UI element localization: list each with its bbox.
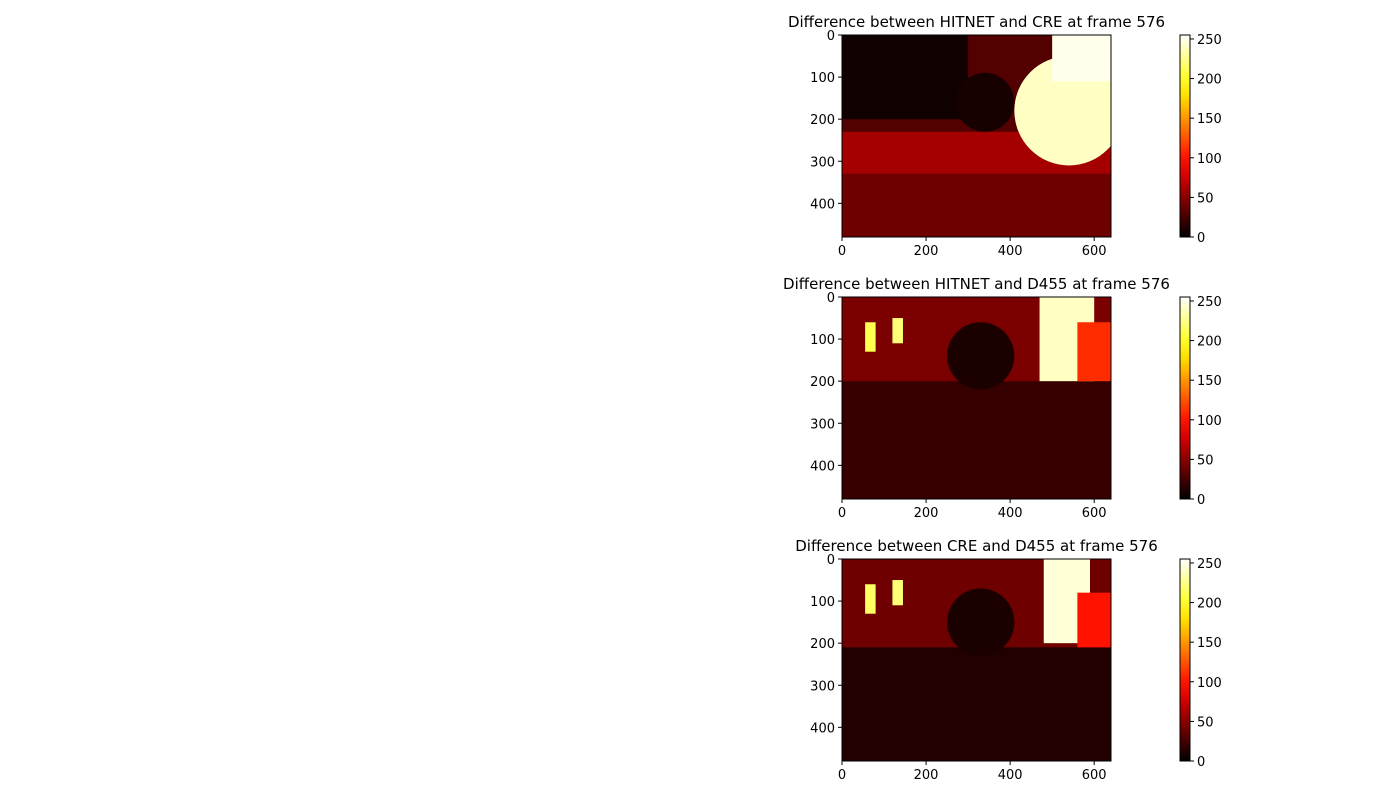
y-tick-label: 100 (810, 595, 835, 610)
heatmap-region-bright-right (1014, 56, 1111, 166)
colorbar-tick-label: 100 (1197, 676, 1222, 691)
x-tick-label: 400 (998, 506, 1023, 521)
colorbar (1179, 558, 1191, 762)
colorbar-tick-label: 50 (1197, 453, 1214, 468)
colorbar (1179, 34, 1191, 238)
y-tick-label: 200 (810, 637, 835, 652)
colorbar-tick-label: 200 (1197, 597, 1222, 612)
y-tick-label: 0 (827, 291, 835, 306)
colorbar-tick-label: 150 (1197, 636, 1222, 651)
heatmap-region-tree (955, 72, 1015, 132)
chart-title: Difference between CRE and D455 at frame… (795, 537, 1158, 555)
y-tick-label: 0 (827, 553, 835, 568)
colorbar-tick-label: 0 (1197, 755, 1205, 770)
y-tick-label: 400 (810, 721, 835, 736)
x-tick-label: 600 (1082, 244, 1107, 259)
heatmap-region-bottom (842, 173, 1111, 237)
x-tick-label: 200 (914, 244, 939, 259)
chart-title: Difference between HITNET and D455 at fr… (783, 275, 1170, 293)
chart-title: Difference between HITNET and CRE at fra… (788, 13, 1165, 31)
x-tick-label: 400 (998, 768, 1023, 783)
colorbar-tick-label: 50 (1197, 191, 1214, 206)
x-tick-label: 600 (1082, 768, 1107, 783)
heatmap-region-bright-top-right (1052, 35, 1111, 82)
colorbar-tick-label: 0 (1197, 493, 1205, 508)
heatmap-region-post-1 (865, 322, 876, 352)
y-tick-label: 300 (810, 679, 835, 694)
x-tick-label: 0 (838, 506, 846, 521)
heatmap-region-tree (947, 588, 1015, 656)
y-tick-label: 300 (810, 155, 835, 170)
heatmap-image (842, 35, 1111, 237)
colorbar-tick-label: 100 (1197, 152, 1222, 167)
colorbar-tick-label: 150 (1197, 112, 1222, 127)
x-tick-label: 600 (1082, 506, 1107, 521)
heatmap-region-post-1 (865, 584, 876, 614)
colorbar-tick-label: 250 (1197, 33, 1222, 48)
colorbar-tick-label: 250 (1197, 557, 1222, 572)
colorbar (1179, 296, 1191, 500)
heatmap-region-red-right (1077, 592, 1111, 648)
heatmap-region-post-2 (892, 318, 903, 344)
axes-frame (841, 34, 1112, 238)
axes-frame (841, 296, 1112, 500)
heatmap-region-tree (947, 322, 1015, 390)
x-tick-label: 200 (914, 768, 939, 783)
y-tick-label: 100 (810, 71, 835, 86)
y-tick-label: 400 (810, 459, 835, 474)
colorbar-tick-label: 50 (1197, 715, 1214, 730)
heatmap-region-post-2 (892, 580, 903, 606)
colorbar-tick-label: 250 (1197, 295, 1222, 310)
heatmap-region-top-left-dark (842, 35, 969, 120)
colorbar-tick-label: 150 (1197, 374, 1222, 389)
heatmap-image (842, 297, 1111, 499)
y-tick-label: 0 (827, 29, 835, 44)
x-tick-label: 0 (838, 768, 846, 783)
heatmap-image (842, 559, 1111, 761)
heatmap-region-red-right (1077, 322, 1111, 382)
y-tick-label: 300 (810, 417, 835, 432)
y-tick-label: 200 (810, 375, 835, 390)
y-tick-label: 100 (810, 333, 835, 348)
x-tick-label: 400 (998, 244, 1023, 259)
y-tick-label: 200 (810, 113, 835, 128)
colorbar-tick-label: 200 (1197, 73, 1222, 88)
y-tick-label: 400 (810, 197, 835, 212)
x-tick-label: 0 (838, 244, 846, 259)
x-tick-label: 200 (914, 506, 939, 521)
heatmap-panel-2: Difference between HITNET and D455 at fr… (783, 275, 1222, 521)
colorbar-tick-label: 100 (1197, 414, 1222, 429)
heatmap-panel-1: Difference between HITNET and CRE at fra… (788, 13, 1222, 259)
colorbar-tick-label: 200 (1197, 335, 1222, 350)
colorbar-tick-label: 0 (1197, 231, 1205, 246)
heatmap-panel-3: Difference between CRE and D455 at frame… (795, 537, 1222, 783)
axes-frame (841, 558, 1112, 762)
